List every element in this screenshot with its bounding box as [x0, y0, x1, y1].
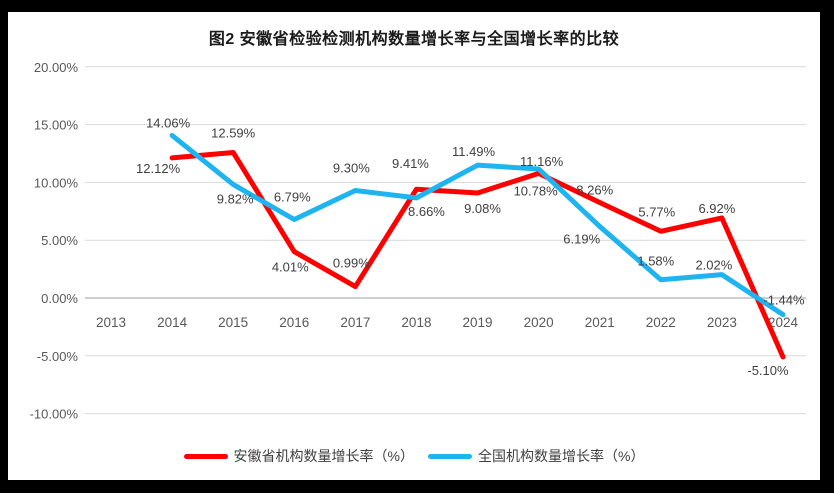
data-label: -5.10%	[747, 363, 789, 378]
data-label: 14.06%	[146, 115, 191, 130]
y-axis-tick-label: -10.00%	[30, 407, 79, 422]
x-axis-tick-label: 2013	[96, 315, 126, 330]
anhui-line-swatch-icon	[183, 453, 228, 459]
data-label: 11.49%	[452, 144, 496, 159]
data-label: 9.41%	[392, 156, 429, 171]
data-label: 12.12%	[136, 161, 181, 176]
data-label: 10.78%	[514, 183, 559, 198]
x-axis-tick-label: 2020	[524, 315, 554, 330]
data-label: 9.82%	[217, 191, 254, 206]
data-label: 11.16%	[520, 154, 564, 169]
y-axis-tick-label: 5.00%	[41, 233, 78, 248]
x-axis-tick-label: 2022	[646, 315, 676, 330]
data-label: 4.01%	[272, 260, 309, 275]
data-label: 9.30%	[333, 160, 370, 175]
legend-item-anhui: 安徽省机构数量增长率（%）	[183, 446, 414, 466]
x-axis-tick-label: 2014	[157, 315, 188, 330]
anhui-series-line	[169, 149, 786, 360]
legend-item-national: 全国机构数量增长率（%）	[428, 446, 644, 466]
y-axis-tick-label: 20.00%	[34, 60, 79, 75]
chart-legend: 安徽省机构数量增长率（%） 全国机构数量增长率（%）	[8, 446, 820, 466]
data-label: 2.02%	[695, 258, 732, 273]
data-label: 12.59%	[211, 125, 256, 140]
national-series-line	[169, 132, 786, 318]
data-label: -1.44%	[763, 293, 805, 308]
data-label: 8.26%	[576, 183, 613, 198]
data-label: 0.99%	[333, 256, 370, 271]
chart-title: 图2 安徽省检验检测机构数量增长率与全国增长率的比较	[208, 31, 620, 48]
x-axis-tick-label: 2019	[463, 315, 493, 330]
data-label: 8.66%	[408, 204, 445, 219]
x-axis-tick-label: 2024	[768, 315, 799, 330]
national-line-swatch-icon	[428, 453, 472, 459]
y-axis-tick-label: 15.00%	[34, 118, 79, 133]
legend-label-national: 全国机构数量增长率（%）	[478, 448, 645, 464]
y-axis-tick-label: 10.00%	[34, 175, 79, 190]
data-label: 1.58%	[637, 254, 674, 269]
y-axis-tick-label: 0.00%	[41, 291, 78, 306]
data-label: 9.08%	[464, 201, 501, 216]
x-axis-tick-label: 2017	[340, 315, 370, 330]
x-axis-tick-label: 2018	[401, 315, 431, 330]
chart-canvas	[8, 12, 820, 480]
data-label: 6.79%	[274, 190, 311, 205]
legend-label-anhui: 安徽省机构数量增长率（%）	[233, 448, 414, 464]
data-label: 6.92%	[698, 201, 735, 216]
x-axis-tick-label: 2016	[279, 315, 309, 330]
x-axis-tick-label: 2021	[585, 315, 615, 330]
x-axis-tick-label: 2015	[218, 315, 248, 330]
x-axis-tick-label: 2023	[707, 315, 737, 330]
data-label: 6.19%	[563, 231, 600, 246]
y-axis-tick-label: -5.00%	[37, 349, 79, 364]
data-label: 5.77%	[638, 204, 675, 219]
